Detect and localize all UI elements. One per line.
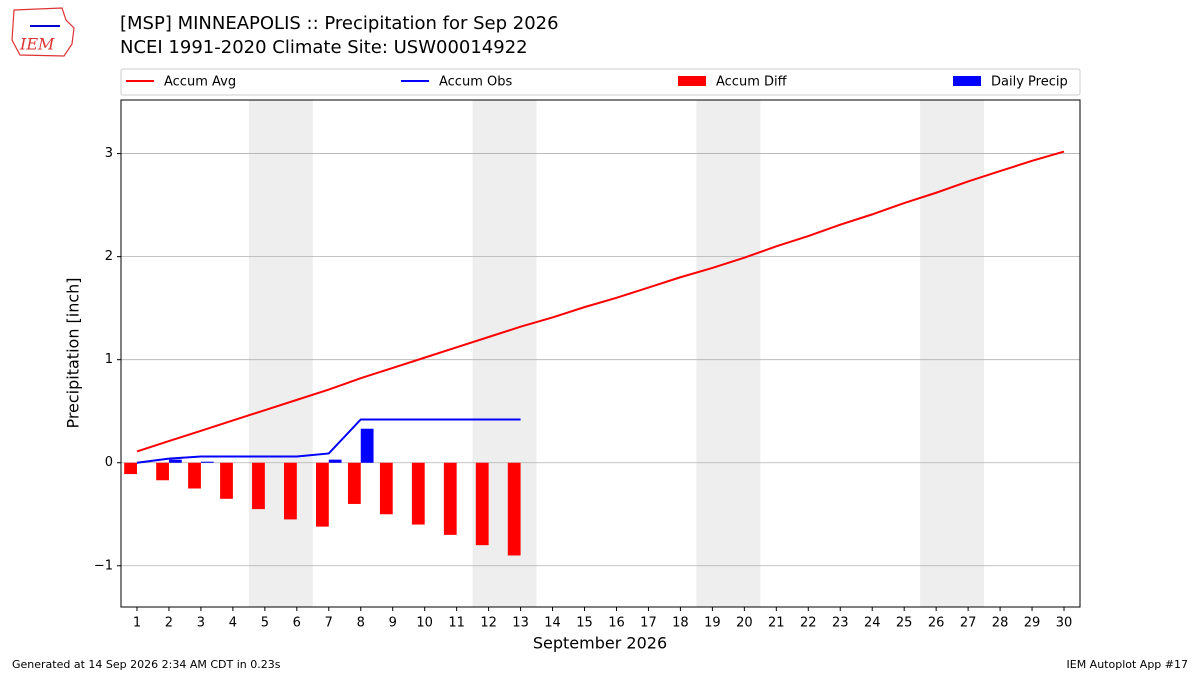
x-tick-label: 19 <box>704 616 721 631</box>
y-tick-label: −1 <box>94 558 113 573</box>
x-tick-label: 16 <box>608 616 625 631</box>
bar <box>220 462 233 499</box>
weekend-band <box>696 100 761 607</box>
bar <box>347 462 361 504</box>
chart-subtitle: NCEI 1991-2020 Climate Site: USW00014922 <box>120 37 528 58</box>
logo: IEM <box>11 7 75 57</box>
x-axis-label: September 2026 <box>533 634 667 653</box>
bar <box>168 459 182 463</box>
x-tick-label: 29 <box>1024 616 1041 631</box>
x-tick-label: 7 <box>325 616 333 631</box>
x-tick-label: 27 <box>960 616 977 631</box>
x-tick-label: 2 <box>165 616 173 631</box>
x-tick-label: 8 <box>357 616 365 631</box>
footer-right: IEM Autoplot App #17 <box>1067 658 1189 671</box>
x-tick-label: 6 <box>293 616 301 631</box>
y-tick-label: 0 <box>105 455 113 470</box>
chart-title: [MSP] MINNEAPOLIS :: Precipitation for S… <box>120 13 559 34</box>
x-tick-label: 12 <box>480 616 497 631</box>
x-tick-label: 4 <box>229 616 237 631</box>
x-tick-label: 22 <box>800 616 817 631</box>
x-tick-label: 26 <box>928 616 945 631</box>
x-tick-label: 30 <box>1056 616 1073 631</box>
legend-label: Daily Precip <box>991 75 1068 90</box>
bar <box>124 462 137 475</box>
footer-left: Generated at 14 Sep 2026 2:34 AM CDT in … <box>12 658 281 671</box>
weekend-band <box>248 100 313 607</box>
x-tick-label: 25 <box>896 616 913 631</box>
legend-box <box>120 68 1081 96</box>
weekend-band <box>920 100 985 607</box>
legend-label: Accum Avg <box>164 75 236 90</box>
logo-text: IEM <box>19 35 55 54</box>
x-tick-label: 3 <box>197 616 205 631</box>
y-axis-label: Precipitation [inch] <box>64 277 83 428</box>
bar <box>200 461 214 463</box>
y-tick-label: 1 <box>105 352 113 367</box>
bar <box>379 462 393 515</box>
x-tick-label: 17 <box>640 616 657 631</box>
line <box>136 150 1065 453</box>
x-tick-label: 15 <box>576 616 593 631</box>
x-tick-label: 18 <box>672 616 689 631</box>
logo-outline <box>11 7 75 57</box>
legend-label: Accum Obs <box>439 75 512 90</box>
x-tick-label: 28 <box>992 616 1009 631</box>
line <box>136 418 521 464</box>
bar <box>443 462 457 535</box>
x-tick-label: 5 <box>261 616 269 631</box>
bar <box>188 462 201 489</box>
x-tick-label: 11 <box>448 616 465 631</box>
x-tick-label: 13 <box>512 616 529 631</box>
y-tick-label: 3 <box>105 146 113 161</box>
x-tick-label: 23 <box>832 616 849 631</box>
x-tick-label: 1 <box>133 616 141 631</box>
bar <box>252 462 265 510</box>
x-tick-label: 21 <box>768 616 785 631</box>
y-tick-label: 2 <box>105 249 113 264</box>
bar <box>328 459 342 463</box>
x-tick-label: 14 <box>544 616 561 631</box>
x-tick-label: 24 <box>864 616 881 631</box>
bar <box>360 428 374 463</box>
x-tick-label: 20 <box>736 616 753 631</box>
bar <box>315 462 329 527</box>
bar <box>156 462 169 481</box>
bar <box>475 462 489 546</box>
x-tick-label: 10 <box>416 616 433 631</box>
plot-frame <box>120 99 1081 608</box>
x-tick-label: 9 <box>389 616 397 631</box>
bar <box>507 462 521 556</box>
legend-swatch <box>953 76 981 86</box>
legend-swatch <box>678 76 706 86</box>
bar <box>411 462 425 525</box>
legend-label: Accum Diff <box>716 75 788 90</box>
bar <box>284 462 297 520</box>
